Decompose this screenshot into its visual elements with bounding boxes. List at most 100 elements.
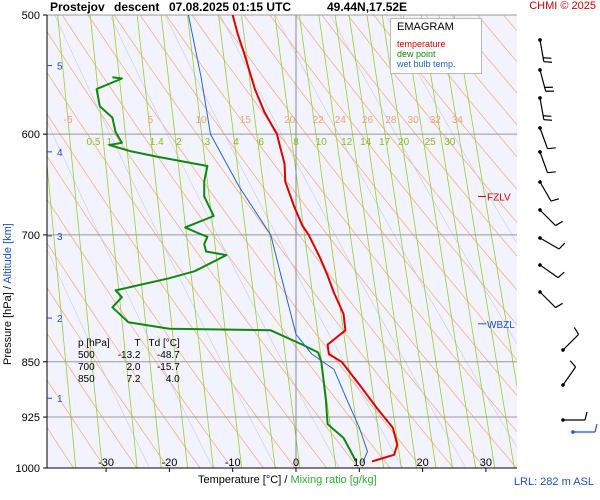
dry-adiabat-label: 26 xyxy=(362,115,374,126)
y-tick-label: 500 xyxy=(22,10,40,22)
x-axis-label: Temperature [°C] / Mixing ratio [g/kg] xyxy=(198,474,377,486)
x-tick-label: 10 xyxy=(353,457,365,469)
x-label-sep: / xyxy=(284,474,287,486)
mixing-ratio-label: 17 xyxy=(379,137,391,148)
mixing-ratio-label: 0.5 xyxy=(86,137,100,148)
x-label-mixing: Mixing ratio [g/kg] xyxy=(290,474,376,486)
wind-barb xyxy=(538,95,552,122)
table-cell: 4.0 xyxy=(145,374,184,386)
wind-barb xyxy=(561,412,587,422)
table-header: p [hPa] xyxy=(78,338,114,350)
legend-temperature: temperature xyxy=(397,39,446,49)
table-row: 500 -13.2 -48.7 xyxy=(78,350,184,362)
legend-wet-bulb: wet bulb temp. xyxy=(397,59,456,69)
altitude-tick-label: 5 xyxy=(57,62,63,73)
level-marker-label: FZLV xyxy=(487,192,511,203)
dry-adiabat-label: -5 xyxy=(64,115,73,126)
x-tick-label: -20 xyxy=(161,457,177,469)
dry-adiabat-label: 32 xyxy=(430,115,442,126)
y-label-pressure: Pressure [hPa] xyxy=(2,292,14,365)
header-mode: descent xyxy=(114,0,159,14)
table-cell: -48.7 xyxy=(145,350,184,362)
table-cell: -13.2 xyxy=(114,350,145,362)
table-header: Td [°C] xyxy=(145,338,184,350)
mixing-ratio-label: 12 xyxy=(341,137,353,148)
dry-adiabat-label: 24 xyxy=(335,115,347,126)
dry-adiabat-label: 22 xyxy=(313,115,325,126)
wind-barb xyxy=(538,176,559,203)
emagram-chart: -5 5 10 15 20 22 24 26 28 30 32 34 0.5 1 1.4 2 3 4 6 8 10 12… xyxy=(0,0,600,500)
dry-adiabat-label: 34 xyxy=(452,115,464,126)
table-cell: 500 xyxy=(78,350,114,362)
wind-barb xyxy=(538,148,556,176)
x-tick-label: 20 xyxy=(416,457,428,469)
dry-adiabat-label: 15 xyxy=(240,115,252,126)
altitude-tick-label: 3 xyxy=(57,232,63,243)
altitude-tick-label: 4 xyxy=(57,148,63,159)
legend-dew-point: dew point xyxy=(397,49,436,59)
mixing-ratio-label: 2 xyxy=(176,137,182,148)
table-header-row: p [hPa] T Td [°C] xyxy=(78,338,184,350)
sounding-table: p [hPa] T Td [°C] 500 -13.2 -48.7 700 2.… xyxy=(78,338,184,386)
legend: EMAGRAM temperature dew point wet bulb t… xyxy=(390,18,482,74)
dry-adiabat-line xyxy=(555,15,600,468)
dry-adiabat-label: 28 xyxy=(385,115,397,126)
mixing-ratio-label: 6 xyxy=(258,137,264,148)
dry-adiabat-line xyxy=(504,15,600,468)
table-cell: 2.0 xyxy=(114,362,145,374)
table-cell: 850 xyxy=(78,374,114,386)
altitude-tick-label: 2 xyxy=(57,314,63,325)
wind-barb xyxy=(538,37,552,64)
wind-barb xyxy=(537,257,564,280)
table-cell: 7.2 xyxy=(114,374,145,386)
table-cell: 700 xyxy=(78,362,114,374)
mixing-ratio-label: 30 xyxy=(444,137,456,148)
wind-barb xyxy=(556,327,581,352)
wind-barb xyxy=(555,361,578,388)
dry-adiabat-label: 10 xyxy=(195,115,207,126)
dry-adiabat-line xyxy=(529,15,600,468)
x-tick-label: 0 xyxy=(293,457,299,469)
header-station: Prostejov xyxy=(50,0,105,14)
wind-barbs xyxy=(537,37,597,434)
legend-title: EMAGRAM xyxy=(397,21,454,33)
y-axis-label-text: Pressure [hPa] / Altitude [km] xyxy=(2,223,14,365)
lrl-label: LRL: 282 m ASL xyxy=(514,476,594,488)
mixing-ratio-label: 4 xyxy=(233,137,239,148)
table-row: 850 7.2 4.0 xyxy=(78,374,184,386)
credit-label: CHMI © 2025 xyxy=(529,0,596,12)
wind-barb xyxy=(537,203,562,228)
dry-adiabat-label: 30 xyxy=(408,115,420,126)
wind-barb xyxy=(538,66,554,93)
dry-adiabat-line xyxy=(581,15,600,468)
dry-adiabat-label: 20 xyxy=(284,115,296,126)
y-tick-label: 1000 xyxy=(16,463,40,475)
wind-barb xyxy=(537,285,562,310)
table-row: 700 2.0 -15.7 xyxy=(78,362,184,374)
wind-barb xyxy=(571,424,597,434)
mixing-ratio-label: 25 xyxy=(425,137,437,148)
x-tick-label: -30 xyxy=(98,457,114,469)
y-tick-label: 850 xyxy=(22,357,40,369)
plot-background xyxy=(47,15,517,468)
table-cell: -15.7 xyxy=(145,362,184,374)
mixing-ratio-label: 14 xyxy=(360,137,372,148)
x-tick-label: 30 xyxy=(480,457,492,469)
y-axis-label: Pressure [hPa] / Altitude [km] xyxy=(2,175,16,365)
mixing-ratio-label: 8 xyxy=(293,137,299,148)
mixing-ratio-label: 3 xyxy=(205,137,211,148)
wind-barb xyxy=(538,230,565,251)
table-header: T xyxy=(114,338,145,350)
dry-adiabat-label: 5 xyxy=(148,115,154,126)
wind-barb xyxy=(538,124,556,152)
mixing-ratio-label: 20 xyxy=(398,137,410,148)
header-datetime: 07.08.2025 01:15 UTC xyxy=(169,0,291,14)
y-tick-label: 925 xyxy=(22,412,40,424)
y-label-sep: / xyxy=(2,286,14,289)
y-tick-label: 700 xyxy=(22,230,40,242)
altitude-tick-label: 1 xyxy=(57,394,63,405)
y-label-altitude: Altitude [km] xyxy=(2,223,14,284)
x-label-temperature: Temperature [°C] xyxy=(198,474,281,486)
y-tick-label: 600 xyxy=(22,129,40,141)
level-marker-label: WBZL xyxy=(487,320,515,331)
